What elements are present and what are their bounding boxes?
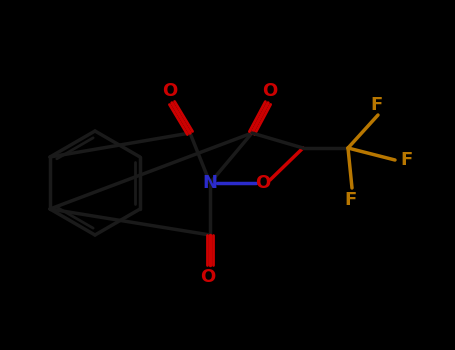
Text: O: O xyxy=(255,174,271,192)
Text: N: N xyxy=(202,174,217,192)
Text: O: O xyxy=(162,82,177,100)
Text: F: F xyxy=(401,151,413,169)
Text: F: F xyxy=(370,96,382,114)
Text: O: O xyxy=(263,82,278,100)
Text: O: O xyxy=(200,268,216,286)
Text: F: F xyxy=(344,191,356,209)
